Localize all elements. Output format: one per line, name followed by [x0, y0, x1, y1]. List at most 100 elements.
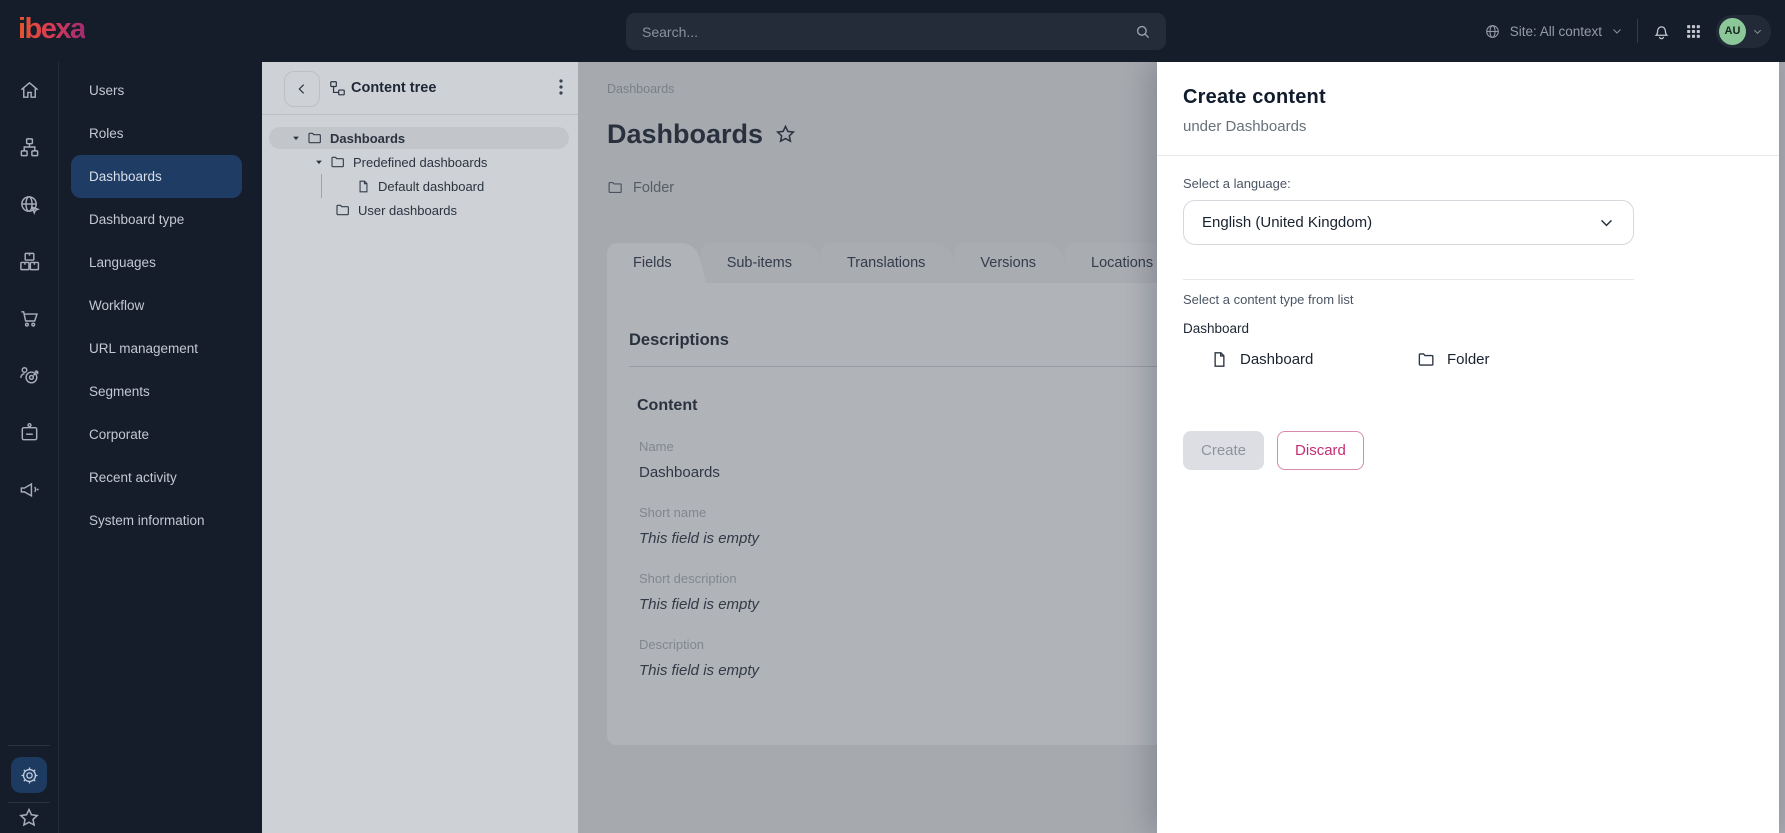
search-bar[interactable]: [626, 13, 1166, 50]
field-value-empty: This field is empty: [639, 662, 760, 679]
bookmark-star-icon[interactable]: [774, 123, 797, 146]
content-tree-title: Content tree: [351, 80, 437, 96]
field-group-name: Name Dashboards: [639, 439, 1763, 481]
file-icon: [356, 179, 371, 194]
content-group-heading: Content: [637, 397, 698, 414]
nav-item-roles[interactable]: Roles: [89, 126, 124, 141]
topbar-divider: [1637, 19, 1638, 43]
content-tree: Dashboards Predefined dashboards Default…: [262, 115, 578, 222]
create-content-panel: Create content under Dashboards Select a…: [1157, 62, 1779, 833]
nav-item-workflow[interactable]: Workflow: [89, 298, 145, 313]
tree-node-label: Predefined dashboards: [353, 154, 488, 170]
folder-icon: [1417, 350, 1436, 369]
product-catalog-icon[interactable]: [0, 233, 58, 290]
topbar: ibexa Site: All context: [0, 0, 1785, 62]
content-type-option-folder[interactable]: Folder: [1417, 350, 1624, 369]
nav-item-system-information[interactable]: System information: [89, 513, 205, 528]
chevron-down-icon: [1752, 26, 1763, 37]
globe-icon: [1484, 23, 1501, 40]
language-label: Select a language:: [1183, 176, 1291, 191]
nav-item-dashboards[interactable]: Dashboards: [71, 155, 242, 198]
create-panel-buttons: Create Discard: [1183, 431, 1753, 470]
nav-item-users[interactable]: Users: [89, 83, 125, 98]
content-type-label: Folder: [633, 179, 675, 196]
title-row: Dashboards: [607, 119, 797, 150]
caret-down-icon[interactable]: [291, 133, 301, 143]
panel-divider: [1183, 279, 1634, 280]
field-label: Description: [639, 637, 705, 652]
rail-divider: [8, 745, 50, 746]
field-label: Name: [639, 439, 674, 454]
admin-nav: Users Roles Dashboards Dashboard type La…: [58, 62, 262, 833]
create-button[interactable]: Create: [1183, 431, 1265, 470]
field-group-description: Description This field is empty: [639, 637, 1763, 679]
page-title: Dashboards: [607, 119, 764, 149]
gear-icon[interactable]: [11, 757, 47, 793]
topbar-right: Site: All context AU: [1484, 0, 1771, 62]
site-globe-icon[interactable]: [0, 176, 58, 233]
tab-fields[interactable]: Fields: [607, 243, 692, 283]
chevron-down-icon: [1611, 25, 1623, 37]
tree-selected-highlight: [269, 127, 569, 149]
content-structure-icon[interactable]: [0, 119, 58, 176]
ibexa-logo[interactable]: ibexa: [18, 13, 86, 45]
discard-button[interactable]: Discard: [1277, 431, 1364, 470]
breadcrumb[interactable]: Dashboards: [607, 82, 675, 96]
tab-sub-items[interactable]: Sub-items: [700, 243, 812, 283]
notifications-bell-icon[interactable]: [1652, 22, 1671, 41]
personalization-target-icon[interactable]: [0, 347, 58, 404]
search-input[interactable]: [626, 23, 1134, 40]
tree-node-predefined-dashboards[interactable]: Predefined dashboards: [262, 150, 578, 174]
home-icon[interactable]: [0, 62, 58, 119]
tree-node-label: User dashboards: [358, 202, 457, 218]
tree-options-kebab-icon[interactable]: [554, 78, 568, 96]
nav-item-segments[interactable]: Segments: [89, 384, 150, 399]
content-type-list-label: Select a content type from list: [1183, 292, 1354, 307]
field-value: Dashboards: [639, 464, 720, 481]
marketing-megaphone-icon[interactable]: [0, 461, 58, 518]
tree-guide-line: [321, 174, 322, 198]
caret-down-icon[interactable]: [314, 157, 324, 167]
field-group-short-name: Short name This field is empty: [639, 505, 1763, 547]
apps-grid-icon[interactable]: [1685, 23, 1702, 40]
field-value-empty: This field is empty: [639, 530, 760, 547]
create-panel-body: Select a language: English (United Kingd…: [1157, 156, 1779, 470]
file-icon: [1210, 350, 1229, 369]
tab-locations[interactable]: Locations: [1065, 243, 1173, 283]
nav-item-recent-activity[interactable]: Recent activity: [89, 470, 177, 485]
folder-icon: [607, 179, 624, 196]
tree-node-dashboards[interactable]: Dashboards: [262, 126, 578, 150]
field-label: Short name: [639, 505, 707, 520]
content-tree-icon: [328, 79, 347, 98]
nav-item-dashboard-type[interactable]: Dashboard type: [89, 212, 185, 227]
folder-icon: [330, 154, 346, 170]
customer-badge-icon[interactable]: [0, 404, 58, 461]
create-panel-title: Create content: [1183, 86, 1326, 108]
bookmark-star-icon[interactable]: [0, 806, 58, 830]
tab-translations[interactable]: Translations: [820, 243, 945, 283]
collapse-tree-button[interactable]: [284, 71, 320, 107]
user-menu[interactable]: AU: [1716, 14, 1771, 48]
site-context-label: Site: All context: [1509, 23, 1602, 39]
commerce-cart-icon[interactable]: [0, 290, 58, 347]
nav-item-languages[interactable]: Languages: [89, 255, 156, 270]
site-context-selector[interactable]: Site: All context: [1484, 23, 1623, 40]
tree-node-default-dashboard[interactable]: Default dashboard: [262, 174, 578, 198]
content-type-option-dashboard[interactable]: Dashboard: [1210, 350, 1417, 369]
tree-node-user-dashboards[interactable]: User dashboards: [262, 198, 578, 222]
field-label: Short description: [639, 571, 737, 586]
language-select-value: English (United Kingdom): [1202, 214, 1373, 231]
tree-node-label: Dashboards: [330, 130, 406, 146]
dimmed-edge-strip: [1779, 62, 1785, 833]
descriptions-heading: Descriptions: [629, 331, 729, 349]
icon-rail: [0, 62, 58, 833]
folder-icon: [307, 130, 323, 146]
tab-versions[interactable]: Versions: [954, 243, 1056, 283]
content-type-row: Folder: [607, 179, 674, 196]
rail-divider: [8, 802, 50, 803]
nav-item-corporate[interactable]: Corporate: [89, 427, 150, 442]
field-value-empty: This field is empty: [639, 596, 760, 613]
language-select[interactable]: English (United Kingdom): [1183, 200, 1634, 245]
nav-item-url-management[interactable]: URL management: [89, 341, 199, 356]
